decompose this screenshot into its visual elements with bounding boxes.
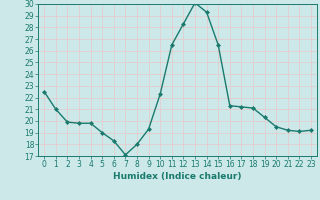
X-axis label: Humidex (Indice chaleur): Humidex (Indice chaleur)	[113, 172, 242, 181]
